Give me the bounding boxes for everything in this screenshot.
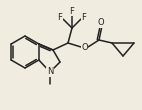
Text: F: F [70, 6, 74, 16]
Text: N: N [47, 68, 53, 76]
Text: O: O [81, 42, 88, 51]
Text: O: O [98, 18, 104, 27]
Text: F: F [58, 13, 62, 21]
Text: F: F [82, 13, 86, 21]
